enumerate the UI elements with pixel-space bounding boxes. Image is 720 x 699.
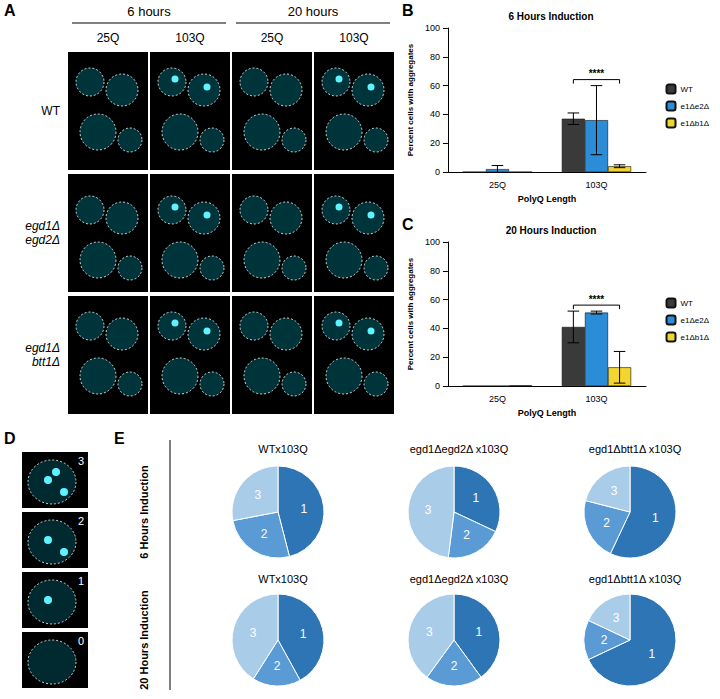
svg-text:1: 1 <box>649 647 656 661</box>
svg-text:3: 3 <box>426 625 433 639</box>
html-text:E: E <box>114 430 125 447</box>
svg-text:WTx103Q: WTx103Q <box>258 573 308 585</box>
svg-text:25Q: 25Q <box>261 31 284 45</box>
svg-text:btt1Δ: btt1Δ <box>32 355 60 369</box>
svg-text:egd1Δbtt1Δ x103Q: egd1Δbtt1Δ x103Q <box>589 573 682 585</box>
svg-text:6 Hours Induction: 6 Hours Induction <box>138 465 150 559</box>
svg-text:1: 1 <box>475 625 482 639</box>
svg-text:3: 3 <box>613 611 620 625</box>
html-text:B: B <box>402 2 414 19</box>
svg-text:2: 2 <box>603 516 610 530</box>
svg-text:egd1Δegd2Δ x103Q: egd1Δegd2Δ x103Q <box>410 573 509 585</box>
svg-text:6 hours: 6 hours <box>127 4 171 19</box>
svg-text:6 Hours Induction: 6 Hours Induction <box>509 11 594 22</box>
svg-text:103Q: 103Q <box>175 31 204 45</box>
svg-text:2: 2 <box>463 528 470 542</box>
html-text:D: D <box>4 430 16 447</box>
svg-text:Percent cells with aggregates: Percent cells with aggregates <box>406 257 415 370</box>
svg-text:egd1Δegd2Δ x103Q: egd1Δegd2Δ x103Q <box>410 443 509 455</box>
svg-text:25Q: 25Q <box>489 394 506 404</box>
svg-text:1: 1 <box>652 511 659 525</box>
svg-text:3: 3 <box>611 484 618 498</box>
svg-text:****: **** <box>589 68 605 79</box>
svg-text:egd2Δ: egd2Δ <box>25 233 60 247</box>
svg-text:e1Δe2Δ: e1Δe2Δ <box>681 102 710 111</box>
svg-text:3: 3 <box>255 488 262 502</box>
svg-text:PolyQ Length: PolyQ Length <box>518 194 577 204</box>
svg-text:25Q: 25Q <box>489 180 506 190</box>
svg-text:103Q: 103Q <box>585 394 607 404</box>
svg-text:2: 2 <box>274 659 281 673</box>
svg-text:egd1Δ: egd1Δ <box>25 341 60 355</box>
html-text:A: A <box>4 2 16 19</box>
svg-text:e1Δb1Δ: e1Δb1Δ <box>681 119 710 128</box>
svg-text:egd1Δ: egd1Δ <box>25 219 60 233</box>
svg-text:PolyQ Length: PolyQ Length <box>518 408 577 418</box>
svg-text:egd1Δbtt1Δ x103Q: egd1Δbtt1Δ x103Q <box>589 443 682 455</box>
svg-text:20 hours: 20 hours <box>288 4 339 19</box>
html-text:C: C <box>402 216 414 233</box>
svg-text:20 Hours Induction: 20 Hours Induction <box>506 225 597 236</box>
svg-text:1: 1 <box>300 502 307 516</box>
svg-text:****: **** <box>589 294 605 305</box>
svg-text:WT: WT <box>681 299 694 308</box>
svg-text:2: 2 <box>601 633 608 647</box>
svg-text:20: 20 <box>430 352 440 362</box>
svg-text:20: 20 <box>430 138 440 148</box>
svg-text:103Q: 103Q <box>339 31 368 45</box>
svg-text:0: 0 <box>435 381 440 391</box>
svg-text:3: 3 <box>250 626 257 640</box>
svg-text:60: 60 <box>430 295 440 305</box>
svg-text:1: 1 <box>300 627 307 641</box>
svg-text:e1Δe2Δ: e1Δe2Δ <box>681 316 710 325</box>
svg-text:2: 2 <box>78 515 84 527</box>
svg-text:60: 60 <box>430 81 440 91</box>
svg-text:3: 3 <box>425 503 432 517</box>
svg-text:40: 40 <box>430 109 440 119</box>
svg-text:3: 3 <box>78 455 84 467</box>
svg-text:0: 0 <box>78 635 84 647</box>
svg-text:25Q: 25Q <box>97 31 120 45</box>
svg-text:80: 80 <box>430 52 440 62</box>
svg-text:WTx103Q: WTx103Q <box>258 443 308 455</box>
svg-text:WT: WT <box>41 104 60 118</box>
svg-text:100: 100 <box>425 237 440 247</box>
svg-text:WT: WT <box>681 85 694 94</box>
svg-text:1: 1 <box>78 575 84 587</box>
svg-text:2: 2 <box>451 659 458 673</box>
svg-text:e1Δb1Δ: e1Δb1Δ <box>681 333 710 342</box>
svg-text:1: 1 <box>473 491 480 505</box>
svg-text:100: 100 <box>425 23 440 33</box>
svg-text:40: 40 <box>430 323 440 333</box>
svg-text:2: 2 <box>261 527 268 541</box>
svg-text:20 Hours Induction: 20 Hours Induction <box>138 590 150 690</box>
svg-text:Percent cells with aggregates: Percent cells with aggregates <box>406 43 415 156</box>
svg-text:0: 0 <box>435 167 440 177</box>
svg-text:103Q: 103Q <box>585 180 607 190</box>
svg-text:80: 80 <box>430 266 440 276</box>
